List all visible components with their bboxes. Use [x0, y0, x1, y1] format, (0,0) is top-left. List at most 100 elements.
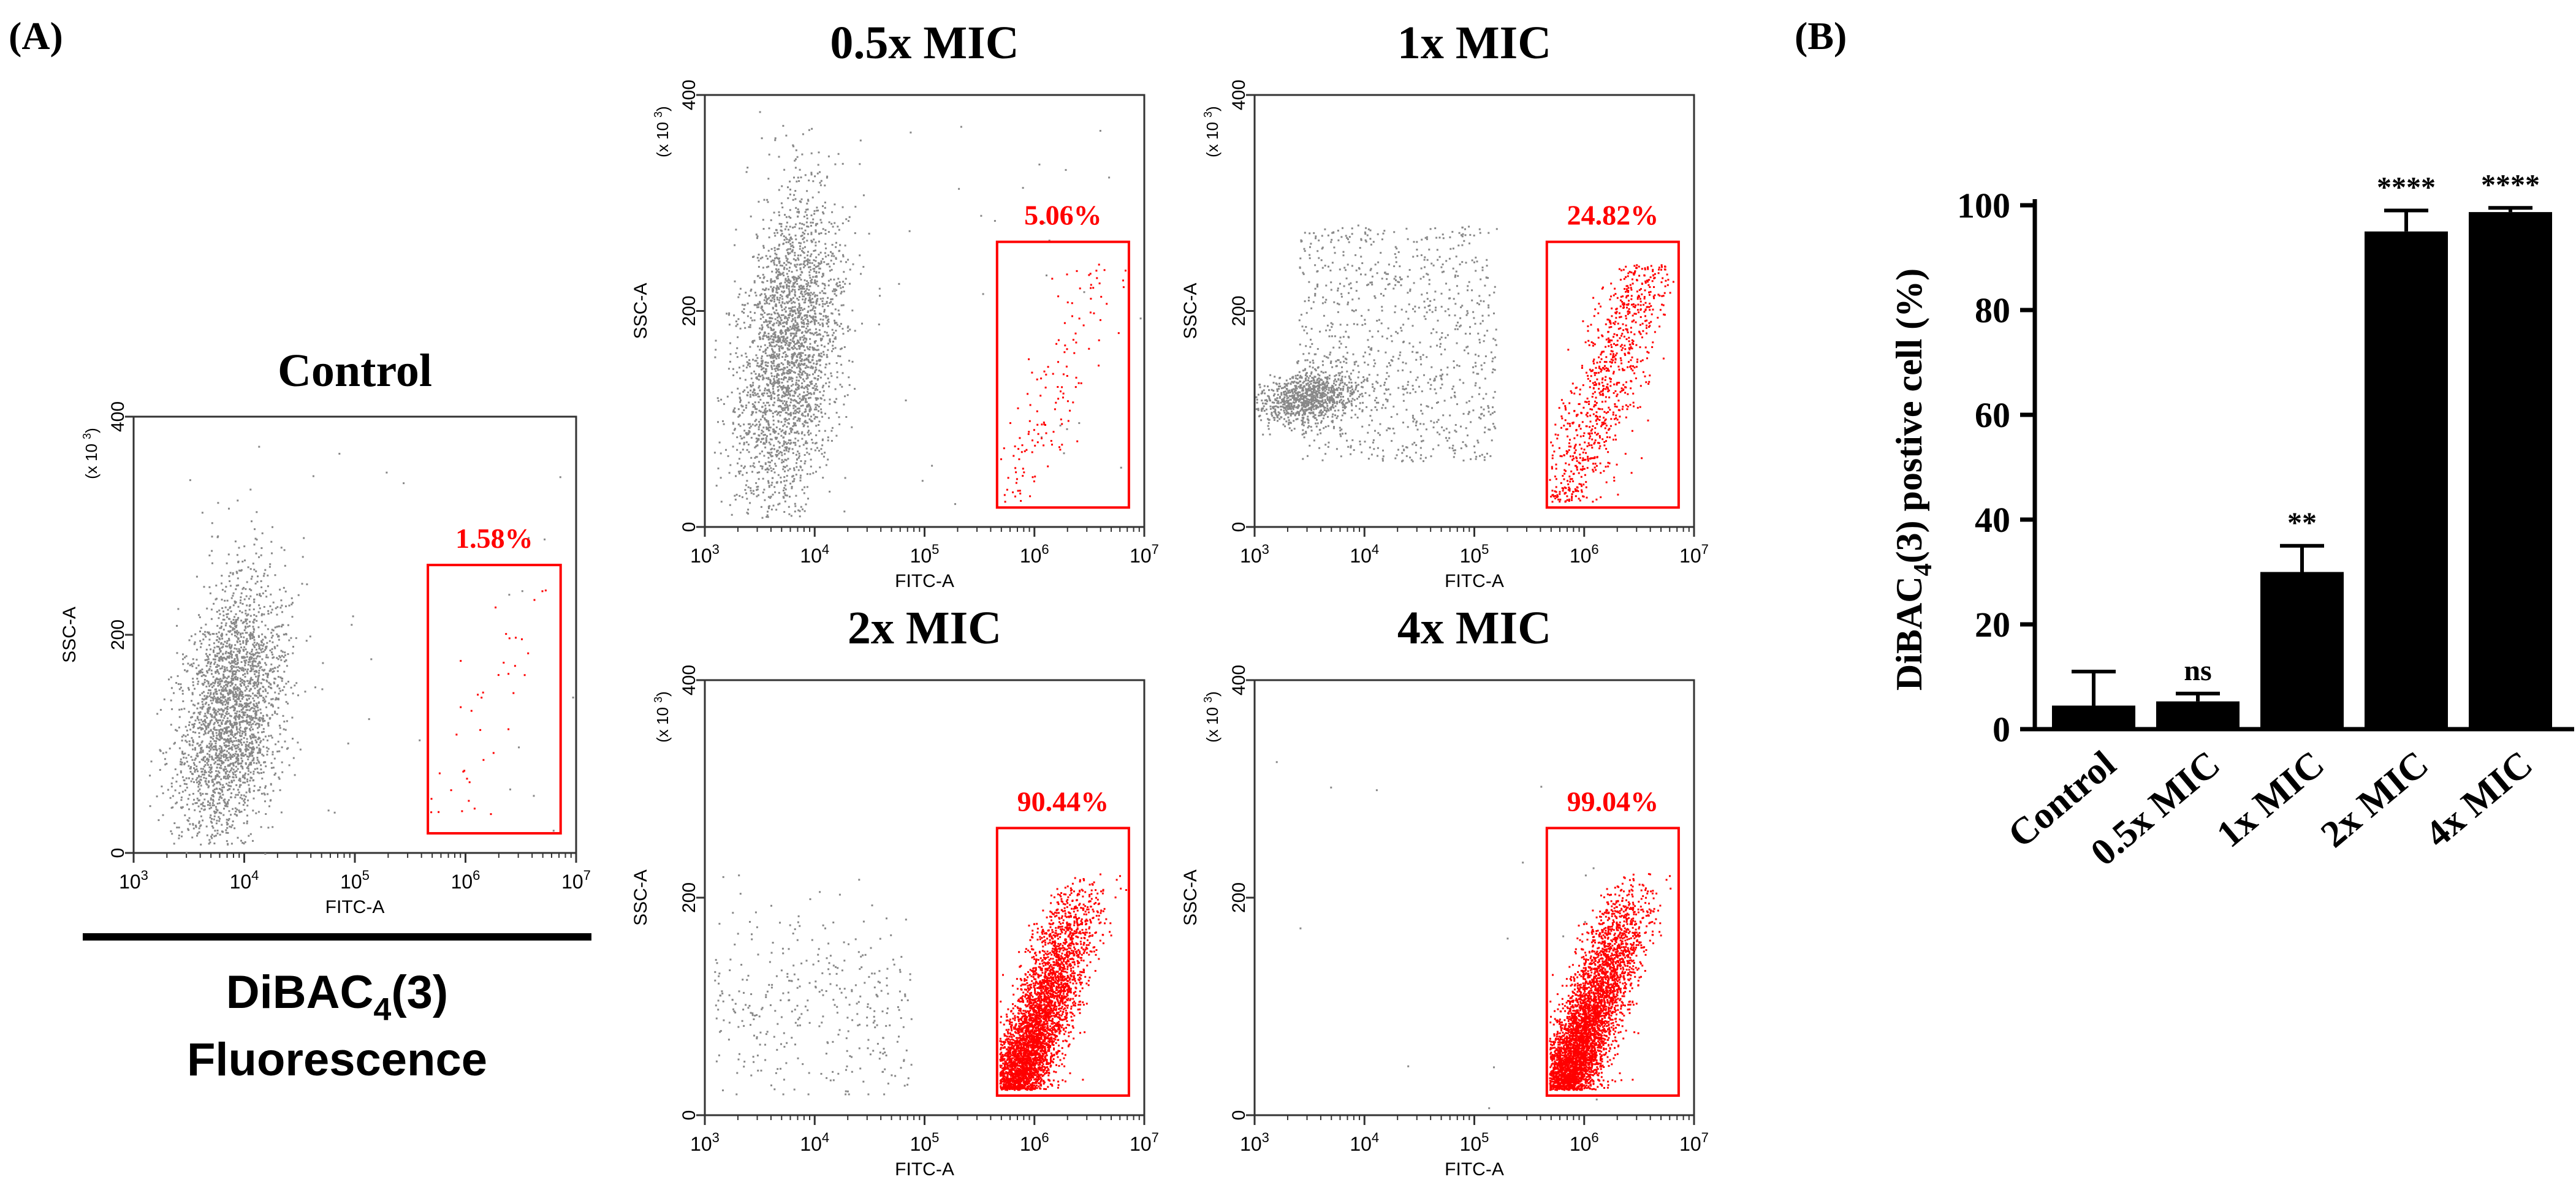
y-axis-label: SSC-A	[1180, 283, 1201, 339]
flow-plot-title: 1x MIC	[1397, 17, 1551, 69]
footer-rule	[83, 933, 591, 941]
bar-y-tick-label: 80	[1975, 290, 2010, 330]
y-tick-label: 400	[679, 665, 699, 695]
x-tick-label: 106	[1570, 1130, 1599, 1155]
gate-percent-label: 90.44%	[1017, 786, 1109, 817]
gate-box	[1545, 827, 1680, 1097]
bar-4x-mic	[2469, 212, 2552, 729]
y-axis-label: SSC-A	[631, 869, 651, 926]
red-events	[430, 589, 547, 816]
y-tick-label: 400	[679, 80, 699, 110]
x-tick-label: 107	[1679, 542, 1709, 567]
gray-events	[714, 874, 913, 1096]
gray-events	[1275, 761, 1598, 1110]
bar-y-axis-label: DiBAC4(3) postive cell (%)	[1889, 268, 1937, 691]
flow-plot-title: 0.5x MIC	[830, 17, 1019, 69]
x-axis-label: FITC-A	[1445, 571, 1504, 591]
x-tick-label: 104	[230, 868, 259, 893]
y-axis-label: SSC-A	[1180, 869, 1201, 926]
x-tick-label: 104	[1350, 542, 1379, 567]
x-tick-label: 106	[1570, 542, 1599, 567]
bar-2x-mic	[2365, 231, 2448, 729]
flow-plot-title: 4x MIC	[1397, 602, 1551, 654]
y-tick-label: 200	[108, 619, 128, 650]
flow-plot-0.5x-mic: 0.5x MIC 0 200 400 (x 10 3) SSC-A 103 104 105 106…	[631, 17, 1159, 591]
red-events	[1549, 873, 1672, 1091]
significance-label: **	[2287, 507, 2317, 539]
gate-percent-label: 1.58%	[455, 523, 533, 554]
x-axis-label: FITC-A	[895, 571, 954, 591]
red-events	[1000, 263, 1127, 503]
gray-events	[713, 111, 1142, 519]
x-tick-label: 105	[1460, 542, 1489, 567]
gate-box	[995, 240, 1130, 509]
x-tick-label: 107	[561, 868, 591, 893]
gate-percent-label: 99.04%	[1567, 786, 1659, 817]
y-tick-label: 0	[1229, 1110, 1249, 1121]
gray-events	[1255, 224, 1498, 463]
dot-cloud	[149, 445, 574, 855]
plot-frame	[704, 679, 1146, 1116]
x-tick-label: 106	[451, 868, 481, 893]
flow-plot-1x-mic: 1x MIC 0 200 400 (x 10 3) SSC-A 103 104 105 106 10…	[1180, 17, 1709, 591]
flow-plot-2x-mic: 2x MIC 0 200 400 (x 10 3) SSC-A 103 104 105 106 10…	[631, 602, 1159, 1180]
bar-control	[2052, 705, 2135, 729]
dot-cloud	[714, 873, 1127, 1096]
y-tick-label: 400	[1229, 80, 1249, 110]
x-tick-label: 106	[1020, 542, 1049, 567]
bar-category-label: 4x MIC	[2417, 743, 2540, 856]
gate-box	[427, 564, 562, 835]
x-tick-label: 104	[1350, 1130, 1379, 1155]
x-tick-label: 104	[800, 1130, 829, 1155]
footer-title-line2: Fluorescence	[187, 1034, 487, 1086]
x-tick-label: 103	[1240, 1130, 1269, 1155]
y-tick-label: 400	[1229, 665, 1249, 695]
panel-label-b: (B)	[1795, 14, 1847, 58]
x-tick-label: 105	[1460, 1130, 1489, 1155]
bar-category-label: 2x MIC	[2313, 743, 2436, 856]
y-tick-label: 0	[108, 848, 128, 858]
dot-cloud	[1255, 224, 1674, 503]
flow-plot-title: 2x MIC	[848, 602, 1001, 654]
y-axis-label: SSC-A	[631, 283, 651, 339]
x-tick-label: 103	[690, 1130, 720, 1155]
flow-plot-4x-mic: 4x MIC 0 200 400 (x 10 3) SSC-A 103 104 105 106 10…	[1180, 602, 1709, 1180]
bar-y-tick-label: 0	[1993, 710, 2010, 749]
bar-y-tick-label: 20	[1975, 605, 2010, 645]
y-tick-label: 0	[679, 1110, 699, 1121]
x-tick-label: 107	[1679, 1130, 1709, 1155]
plot-frame	[132, 415, 577, 854]
flow-plot-control: Control 0 200 400 (x 10 3) SSC-A 103 104 105 106 1…	[59, 345, 591, 917]
y-multiplier-label: (x 10 3)	[81, 428, 101, 479]
dot-cloud	[1275, 761, 1672, 1110]
gate-box	[1545, 240, 1680, 509]
y-multiplier-label: (x 10 3)	[1202, 691, 1222, 743]
y-tick-label: 0	[1229, 522, 1249, 532]
bar-y-tick-label: 100	[1957, 186, 2010, 225]
footer-title-line1: DiBAC4(3)	[226, 966, 448, 1028]
plot-frame	[1253, 679, 1695, 1116]
x-tick-label: 105	[910, 542, 940, 567]
gray-events	[149, 445, 574, 855]
x-tick-label: 103	[119, 868, 148, 893]
red-events	[1549, 264, 1674, 503]
flow-plot-title: Control	[278, 345, 432, 396]
y-tick-label: 200	[1229, 295, 1249, 326]
bar-1x-mic	[2260, 572, 2344, 729]
gate-box	[995, 827, 1130, 1097]
gate-percent-label: 5.06%	[1024, 200, 1102, 231]
gate-percent-label: 24.82%	[1567, 200, 1659, 231]
x-tick-label: 103	[1240, 542, 1269, 567]
bar-y-tick-label: 60	[1975, 395, 2010, 435]
x-tick-label: 105	[340, 868, 370, 893]
y-tick-label: 200	[679, 882, 699, 913]
bar-y-tick-label: 40	[1975, 500, 2010, 540]
x-tick-label: 106	[1020, 1130, 1049, 1155]
x-tick-label: 103	[690, 542, 720, 567]
y-tick-label: 0	[679, 522, 699, 532]
x-tick-label: 107	[1130, 1130, 1159, 1155]
y-axis-label: SSC-A	[59, 607, 80, 663]
x-axis-label: FITC-A	[1445, 1159, 1504, 1180]
